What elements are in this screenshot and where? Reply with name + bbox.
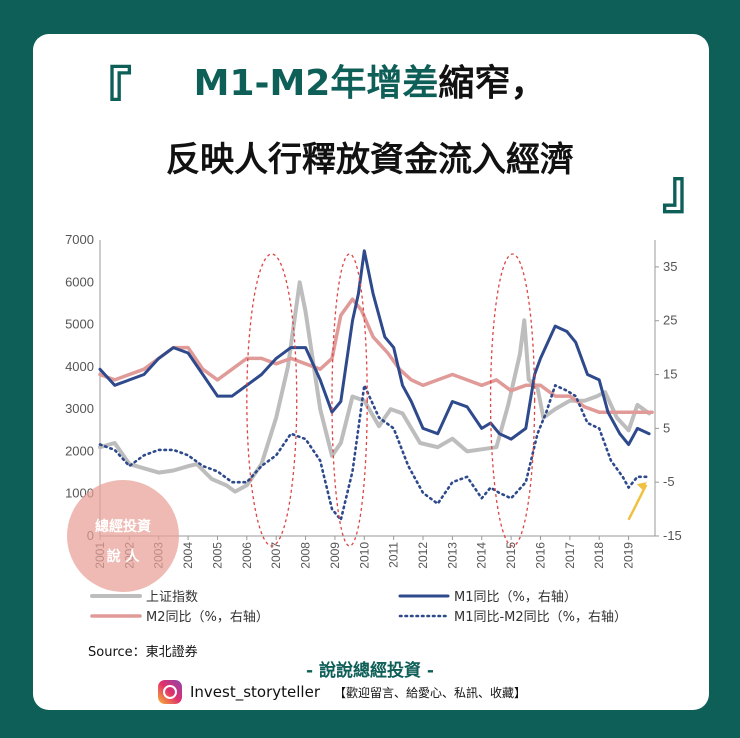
y-right-tick-label: 5 — [663, 420, 670, 435]
x-tick-label: 2009 — [328, 542, 342, 569]
x-tick-label: 2004 — [181, 542, 195, 569]
y-left-tick-label: 2000 — [65, 443, 94, 458]
legend-label: M1同比（%，右轴） — [454, 590, 577, 605]
source-note: Source：東北證券 — [88, 645, 198, 660]
y-right-tick-label: 25 — [663, 313, 677, 328]
y-left-tick-label: 7000 — [65, 232, 94, 247]
brand-name: - 說說總經投資 - — [306, 661, 434, 681]
series-line-dotted-blue — [98, 384, 651, 522]
y-right-tick-label: -15 — [663, 528, 682, 543]
x-tick-label: 2012 — [416, 542, 430, 569]
title-line-1: M1-M2年增差縮窄， — [0, 54, 740, 106]
series-line-solid-pink — [98, 297, 654, 414]
x-tick-label: 2015 — [504, 542, 518, 569]
x-tick-label: 2007 — [269, 542, 283, 569]
x-tick-label: 2016 — [533, 542, 547, 569]
title-line-2: 反映人行釋放資金流入經濟 — [166, 140, 574, 180]
y-left-tick-label: 4000 — [65, 359, 94, 374]
x-tick-label: 2019 — [622, 542, 636, 569]
arrow-icon — [627, 484, 648, 521]
watermark-stamp: 總經投資 說 人 — [67, 480, 179, 592]
title-suffix: 縮窄， — [438, 63, 547, 104]
series-line-solid-blue — [98, 249, 651, 446]
x-tick-label: 2017 — [563, 542, 577, 569]
y-right-tick-label: 15 — [663, 367, 677, 382]
highlight-oval — [489, 253, 536, 547]
x-tick-label: 2011 — [387, 542, 401, 568]
footer: Invest_storyteller 【歡迎留言、給愛心、私訊、收藏】 — [158, 680, 526, 704]
arrow-head — [636, 482, 647, 491]
x-tick-label: 2006 — [240, 542, 254, 569]
close-quote-mark: 』 — [662, 161, 715, 221]
instagram-handle[interactable]: Invest_storyteller — [190, 683, 320, 701]
title-highlight-m1m2: M1-M2 — [193, 63, 331, 104]
open-quote-mark: 『 — [80, 63, 133, 123]
y-left-tick-label: 5000 — [65, 317, 94, 332]
stamp-line-1: 總經投資 — [95, 519, 151, 535]
title-highlight-diff: 年增差 — [330, 63, 439, 104]
x-tick-label: 2008 — [299, 542, 313, 569]
y-left-tick-label: 6000 — [65, 274, 94, 289]
y-left-tick-label: 3000 — [65, 401, 94, 416]
x-tick-label: 2005 — [210, 542, 224, 569]
instagram-icon[interactable] — [158, 680, 182, 704]
x-tick-label: 2010 — [357, 542, 371, 569]
x-tick-label: 2014 — [475, 542, 489, 569]
series-line-solid-gray — [98, 280, 652, 494]
legend-label: M1同比-M2同比（%，右轴） — [454, 610, 627, 625]
x-tick-label: 2013 — [445, 542, 459, 569]
highlight-oval — [246, 253, 298, 547]
x-tick-label: 2018 — [592, 542, 606, 569]
legend-label: 上证指数 — [146, 590, 198, 605]
call-to-action: 【歡迎留言、給愛心、私訊、收藏】 — [334, 685, 527, 700]
legend-label: M2同比（%，右轴） — [146, 610, 269, 625]
highlight-oval — [331, 253, 368, 547]
y-right-tick-label: 35 — [663, 259, 677, 274]
stamp-line-2: 說 人 — [106, 549, 140, 565]
y-right-tick-label: -5 — [663, 474, 675, 489]
